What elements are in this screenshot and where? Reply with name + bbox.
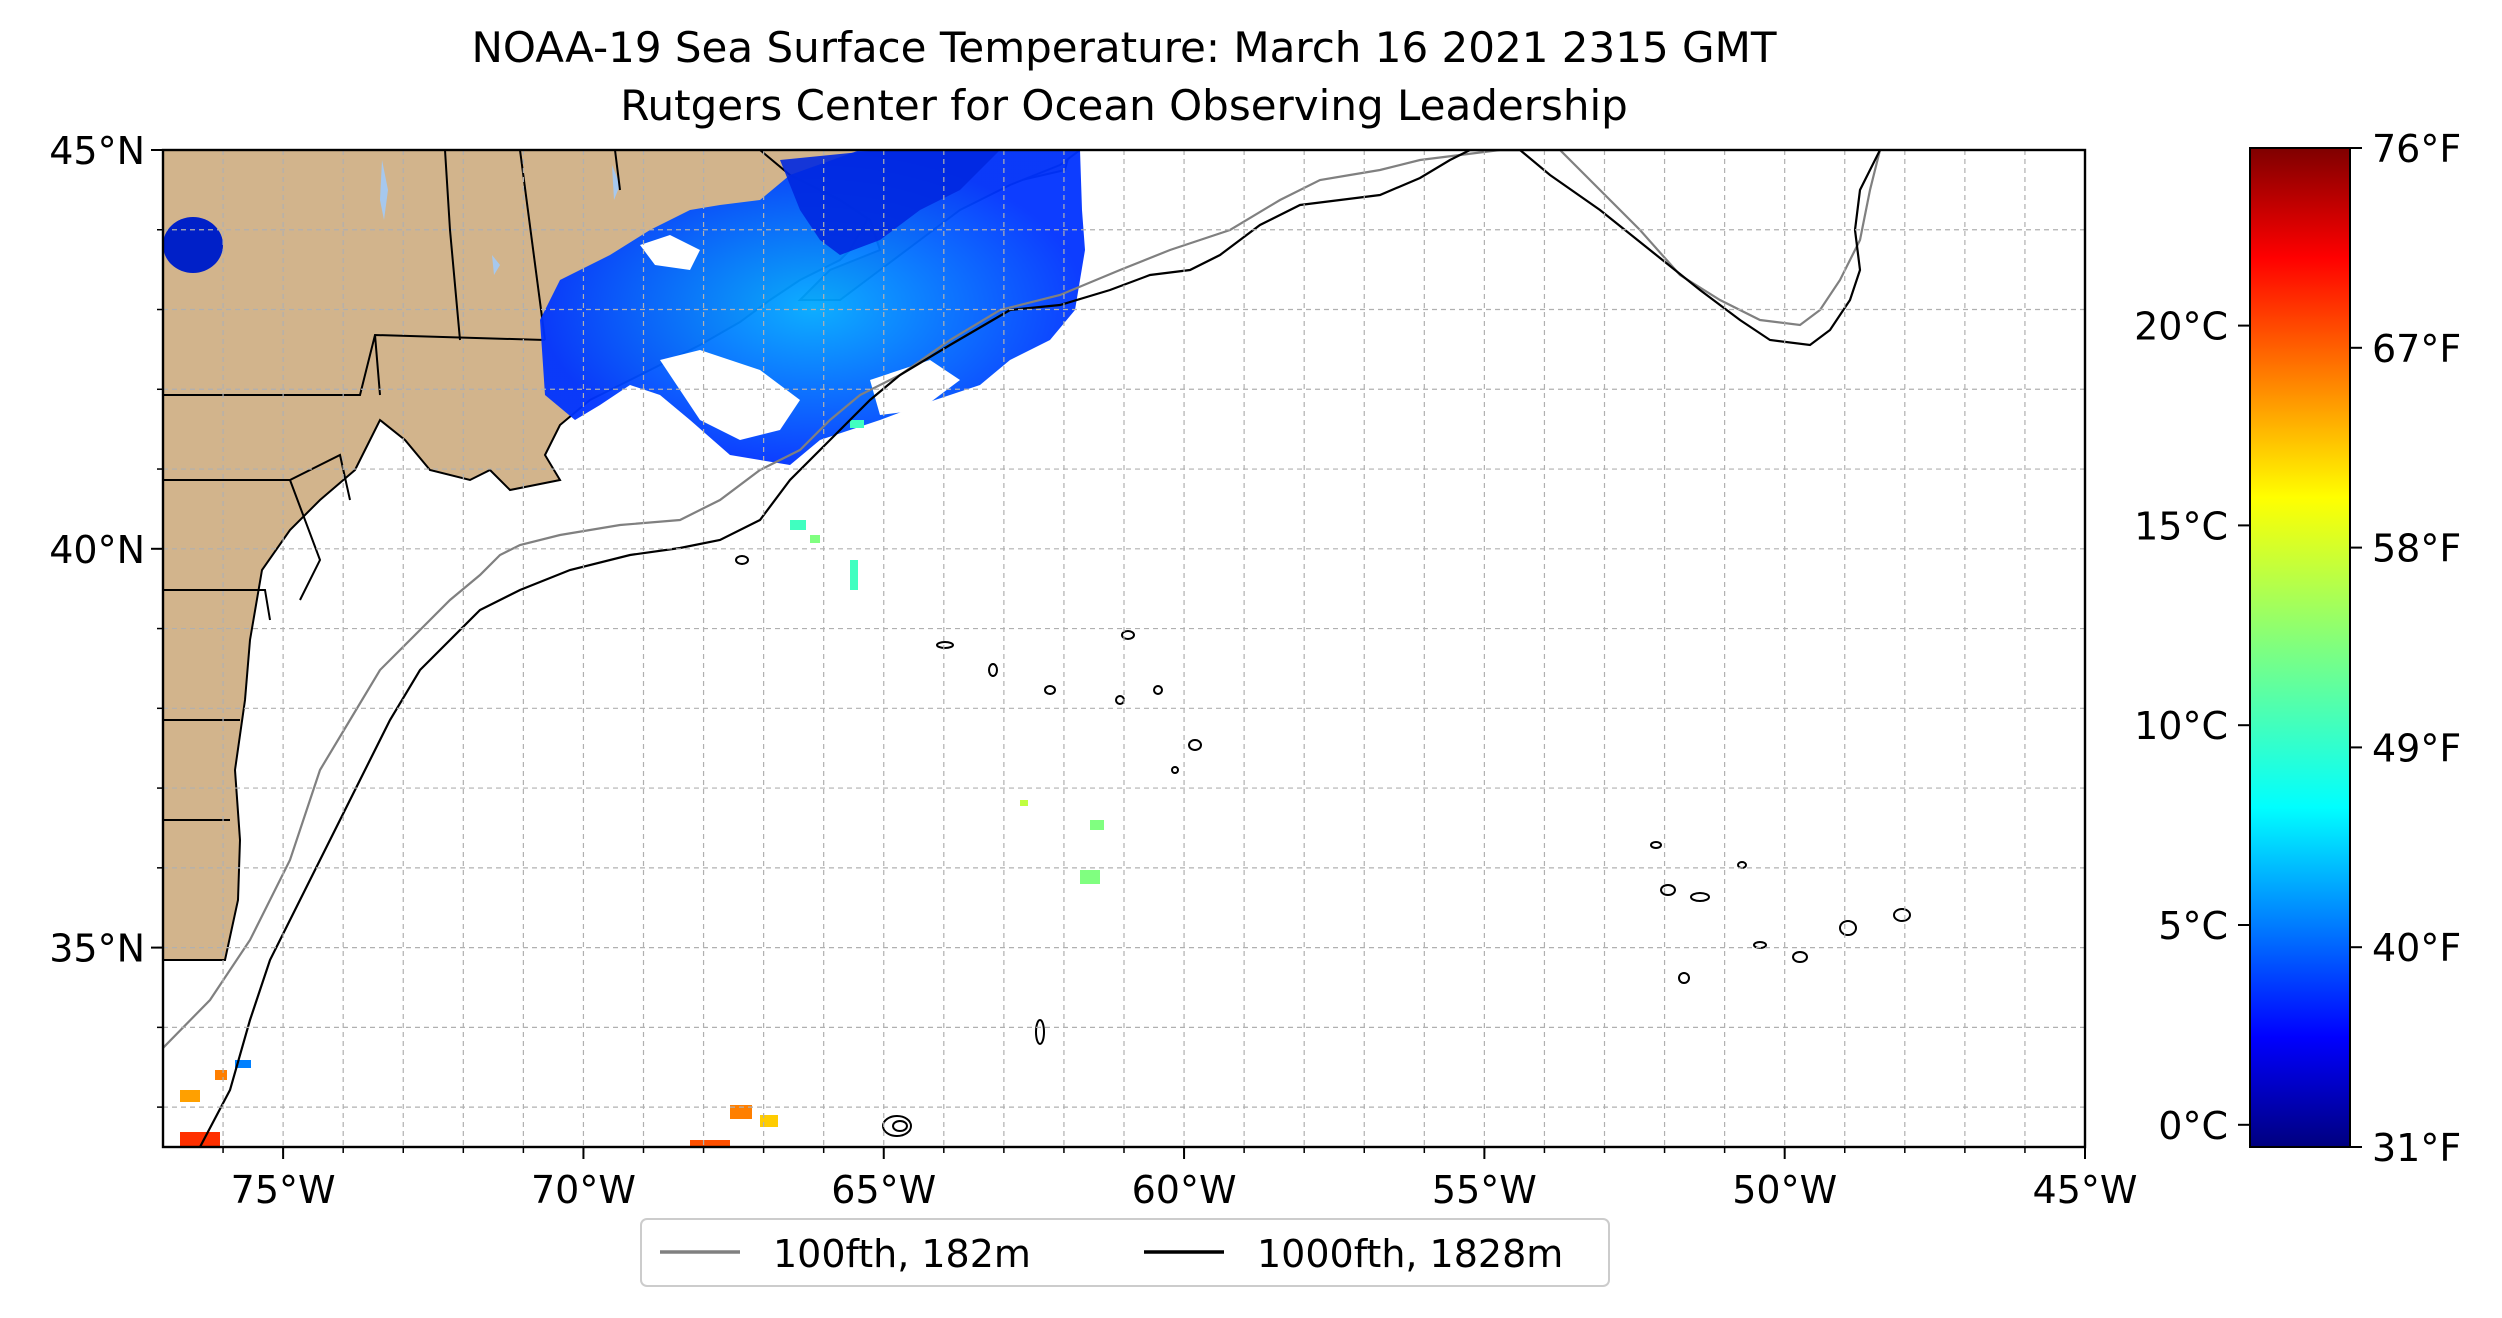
colorbar-label-celsius: 5°C <box>2158 904 2228 948</box>
tick-label-lon: 70°W <box>531 1168 636 1212</box>
map-ticks: 75°W 70°W 65°W 60°W 55°W 50°W 45°W 45°N 40°N 35°N <box>49 129 2137 1212</box>
colorbar-label-fahrenheit: 76°F <box>2372 127 2461 171</box>
colorbar: 0°C 5°C 10°C 15°C 20°C 31°F 40°F 49°F 58°F 67°F 7… <box>2134 127 2461 1170</box>
isobath-legend: 100fth, 182m 1000fth, 1828m <box>640 1218 1610 1287</box>
colorbar-label-fahrenheit: 49°F <box>2372 726 2461 770</box>
seamount-contours <box>735 555 1911 1137</box>
colorbar-fahrenheit-axis: 31°F 40°F 49°F 58°F 67°F 76°F <box>2350 127 2461 1170</box>
tick-label-lon: 45°W <box>2033 1168 2138 1212</box>
legend-label-100fth: 100fth, 182m <box>773 1232 1031 1276</box>
lake-ontario-edge <box>163 217 223 273</box>
tick-label-lat: 35°N <box>49 927 145 971</box>
colorbar-label-fahrenheit: 67°F <box>2372 327 2461 371</box>
colorbar-label-celsius: 15°C <box>2134 504 2228 548</box>
graticule-grid <box>163 150 2085 1147</box>
isobath-1000fth <box>199 150 1881 1147</box>
colorbar-label-celsius: 0°C <box>2158 1104 2228 1148</box>
isobath-100fth <box>163 150 1882 1049</box>
colorbar-label-celsius: 20°C <box>2134 305 2228 349</box>
figure-title-line2: Rutgers Center for Ocean Observing Leade… <box>620 81 1628 130</box>
sst-cloud-gap-2 <box>660 350 800 440</box>
figure-title-line1: NOAA-19 Sea Surface Temperature: March 1… <box>472 23 1777 72</box>
sst-scatter-pixels <box>180 420 1104 1147</box>
state-borders <box>163 150 621 821</box>
colorbar-label-fahrenheit: 58°F <box>2372 527 2461 571</box>
tick-label-lat: 45°N <box>49 129 145 173</box>
tick-label-lon: 75°W <box>231 1168 336 1212</box>
lake-moosehead <box>612 165 620 200</box>
legend-frame <box>640 1218 1610 1287</box>
sst-cloud-gap-3 <box>870 360 960 415</box>
colorbar-gradient <box>2249 147 2351 1148</box>
colorbar-label-fahrenheit: 31°F <box>2372 1126 2461 1170</box>
tick-label-lat: 40°N <box>49 528 145 572</box>
tick-label-lon: 50°W <box>1732 1168 1837 1212</box>
lake-winnipesaukee <box>492 255 500 275</box>
tick-label-lon: 65°W <box>831 1168 936 1212</box>
colorbar-label-fahrenheit: 40°F <box>2372 926 2461 970</box>
tick-label-lon: 55°W <box>1432 1168 1537 1212</box>
colorbar-celsius-axis: 0°C 5°C 10°C 15°C 20°C <box>2134 305 2250 1148</box>
map-area: 75°W 70°W 65°W 60°W 55°W 50°W 45°W 45°N 40°N 35°N <box>49 129 2137 1212</box>
lake-champlain <box>380 160 388 220</box>
legend-label-1000fth: 1000fth, 1828m <box>1257 1232 1563 1276</box>
tick-label-lon: 60°W <box>1132 1168 1237 1212</box>
sst-cloud-gap <box>640 235 700 270</box>
sst-data-patch-dark <box>780 150 1000 255</box>
colorbar-label-celsius: 10°C <box>2134 704 2228 748</box>
